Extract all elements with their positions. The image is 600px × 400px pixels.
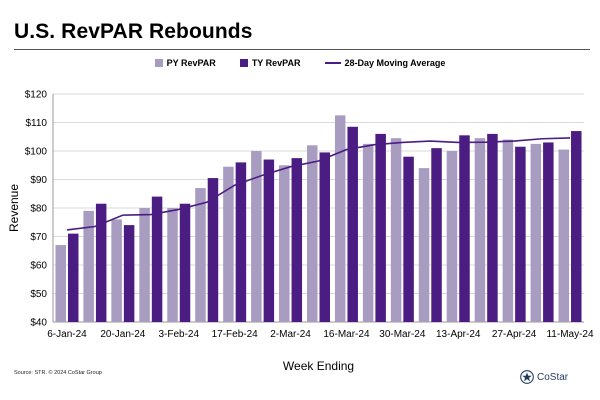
chart-title: U.S. RevPAR Rebounds xyxy=(14,20,253,43)
legend-swatch-ty xyxy=(239,59,248,67)
x-tick-label: 27-Apr-24 xyxy=(492,329,537,340)
ty-bar xyxy=(263,159,275,322)
x-tick-label: 30-Mar-24 xyxy=(379,329,426,340)
py-bar xyxy=(55,245,66,322)
y-tick-label: $50 xyxy=(30,289,47,300)
x-tick-label: 17-Feb-24 xyxy=(212,329,259,340)
py-bar xyxy=(83,210,94,322)
x-tick-label: 6-Jan-24 xyxy=(47,329,87,340)
py-bar xyxy=(279,165,290,322)
moving-average-line xyxy=(66,137,571,231)
py-bar xyxy=(251,151,262,322)
ty-bar xyxy=(347,126,358,323)
ty-bar xyxy=(207,178,219,322)
y-tick-label: $110 xyxy=(25,118,47,129)
costar-star-icon xyxy=(520,370,534,384)
y-tick-label: $120 xyxy=(25,90,48,101)
costar-logo: CoStar xyxy=(520,370,568,384)
x-tick-label: 2-Mar-24 xyxy=(270,329,311,340)
legend-item-ma: 28-Day Moving Average xyxy=(324,58,446,68)
x-tick-label: 16-Mar-24 xyxy=(323,329,370,340)
py-bar xyxy=(558,149,570,322)
x-axis-title: Week Ending xyxy=(283,359,354,373)
py-bar xyxy=(390,138,402,322)
ty-bar xyxy=(431,148,442,322)
ty-bar xyxy=(151,196,163,322)
py-bar xyxy=(334,115,346,322)
logo-text: CoStar xyxy=(537,371,569,383)
py-bar xyxy=(195,188,206,322)
ty-bar xyxy=(319,152,330,322)
y-tick-label: $80 xyxy=(30,204,47,215)
x-tick-label: 13-Apr-24 xyxy=(436,329,481,340)
ty-bar xyxy=(571,131,582,322)
y-tick-label: $40 xyxy=(30,318,47,329)
source-note: Source: STR. © 2024 CoStar Group xyxy=(14,370,102,376)
x-tick-label: 20-Jan-24 xyxy=(100,329,145,340)
chart-legend: PY RevPAR TY RevPAR 28-Day Moving Averag… xyxy=(0,58,600,68)
py-bar xyxy=(307,145,318,322)
legend-label-ty: TY RevPAR xyxy=(251,58,301,68)
ty-bar xyxy=(123,225,135,322)
y-tick-label: $70 xyxy=(30,232,47,243)
ty-bar xyxy=(67,233,79,322)
legend-swatch-py xyxy=(154,59,163,67)
y-tick-label: $90 xyxy=(30,175,47,186)
py-bar xyxy=(502,139,514,322)
py-bar xyxy=(223,166,234,322)
y-tick-label: $60 xyxy=(30,261,47,272)
ty-bar xyxy=(459,135,470,322)
py-bar xyxy=(139,208,150,322)
ty-bar xyxy=(235,162,247,322)
ty-bar xyxy=(375,133,386,322)
x-tick-label: 3-Feb-24 xyxy=(158,329,199,340)
py-bar xyxy=(167,208,178,322)
py-bar xyxy=(362,143,374,322)
x-tick-label: 11-May-24 xyxy=(546,329,593,340)
py-bar xyxy=(111,219,122,322)
legend-item-ty: TY RevPAR xyxy=(239,58,301,68)
ty-bar xyxy=(291,158,303,322)
legend-swatch-ma xyxy=(324,62,341,64)
ty-bar xyxy=(515,146,526,322)
ty-bar xyxy=(95,203,107,322)
title-divider xyxy=(14,49,590,50)
py-bar xyxy=(446,151,458,322)
py-bar xyxy=(474,138,486,322)
py-bar xyxy=(418,168,430,322)
y-axis-title: Revenue xyxy=(7,184,21,232)
ty-bar xyxy=(179,203,191,322)
legend-item-py: PY RevPAR xyxy=(154,58,216,68)
legend-label-py: PY RevPAR xyxy=(166,58,216,68)
legend-label-ma: 28-Day Moving Average xyxy=(344,58,446,68)
ty-bar xyxy=(487,133,498,322)
py-bar xyxy=(530,143,542,322)
ty-bar xyxy=(403,156,414,322)
y-tick-label: $100 xyxy=(25,147,48,158)
ty-bar xyxy=(543,142,554,322)
